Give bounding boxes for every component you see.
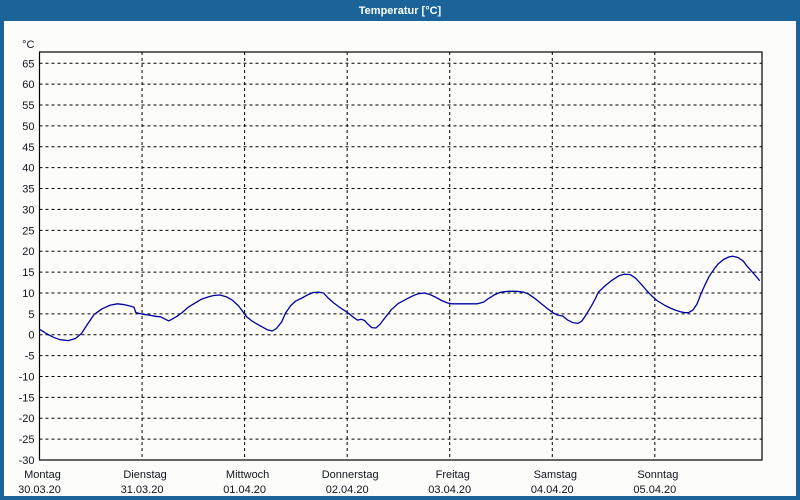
- x-axis-day-label: Montag: [24, 469, 61, 481]
- y-axis-tick-label: 5: [28, 309, 34, 321]
- x-axis-date-label: 01.04.20: [223, 484, 266, 496]
- x-axis-date-label: 05.04.20: [633, 484, 676, 496]
- x-axis-date-label: 02.04.20: [326, 484, 369, 496]
- x-axis-day-label: Sonntag: [637, 469, 678, 481]
- x-axis-date-label: 03.04.20: [428, 484, 471, 496]
- window-title: Temperatur [°C]: [358, 4, 442, 17]
- y-axis-tick-label: 35: [22, 184, 34, 196]
- y-axis-tick-label: -15: [19, 392, 35, 404]
- window-titlebar: Temperatur [°C]: [0, 0, 800, 21]
- y-axis-tick-label: 10: [22, 288, 34, 300]
- x-axis-day-label: Donnerstag: [322, 469, 379, 481]
- plot-border: [38, 51, 763, 461]
- y-axis-tick-label: -30: [19, 455, 35, 467]
- y-axis-tick-label: -10: [19, 371, 35, 383]
- y-axis-tick-label: 15: [22, 267, 34, 279]
- x-axis-day-label: Dienstag: [123, 469, 166, 481]
- x-axis-date-label: 04.04.20: [531, 484, 574, 496]
- y-axis-tick-label: 40: [22, 163, 34, 175]
- temperature-series-line: [39, 255, 761, 342]
- y-axis-tick-label: 25: [22, 225, 34, 237]
- y-axis-tick-label: 0: [28, 330, 34, 342]
- x-axis-day-label: Samstag: [534, 469, 577, 481]
- y-axis-tick-label: 30: [22, 204, 34, 216]
- y-axis-tick-label: -5: [25, 351, 35, 363]
- y-axis-tick-label: 20: [22, 246, 34, 258]
- x-axis-date-label: 31.03.20: [121, 484, 164, 496]
- chart-canvas: 65 60 55 50 45 40 35 30 25 20 15 10 5 0 -5 -10 -15 -20 -25…: [4, 21, 796, 496]
- y-axis-unit-label: °C: [22, 39, 34, 51]
- x-axis-day-label: Freitag: [436, 469, 470, 481]
- y-axis-tick-label: 60: [22, 79, 34, 91]
- x-axis-day-label: Mittwoch: [226, 469, 269, 481]
- y-axis-tick-label: 65: [22, 58, 34, 70]
- temperature-chart: 65605550454035302520151050-5-10-15-20-25…: [18, 39, 763, 496]
- y-axis-tick-label: -20: [19, 413, 35, 425]
- y-axis-tick-label: -25: [19, 434, 35, 446]
- y-axis-tick-label: 55: [22, 100, 34, 112]
- x-axis-date-label: 30.03.20: [18, 484, 61, 496]
- y-axis-tick-label: 50: [22, 121, 34, 133]
- y-axis-tick-label: 45: [22, 142, 34, 154]
